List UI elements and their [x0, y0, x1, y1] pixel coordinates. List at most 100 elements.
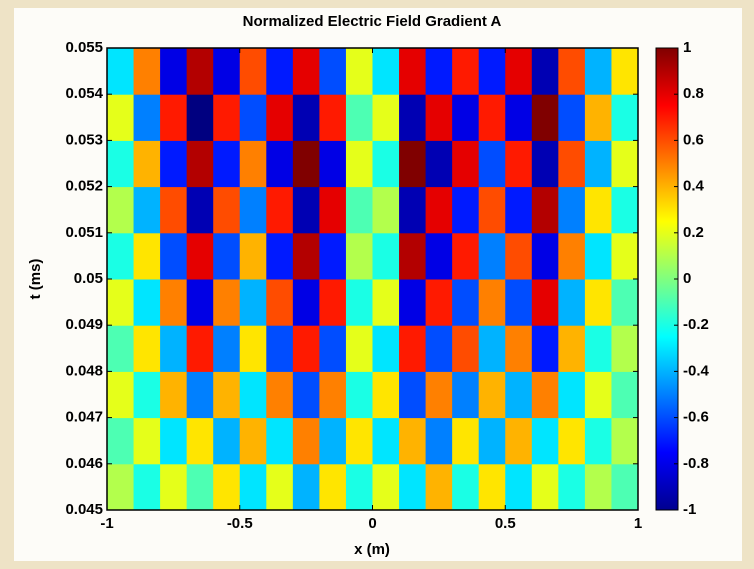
heatmap-cell: [133, 417, 161, 465]
y-tick-label: 0.046: [65, 455, 103, 472]
heatmap-cell: [292, 371, 320, 419]
heatmap-cell: [584, 186, 612, 234]
heatmap-cell: [399, 463, 427, 511]
heatmap-cell: [452, 140, 480, 188]
heatmap-cell: [531, 140, 559, 188]
heatmap-cell: [239, 48, 267, 95]
heatmap-cell: [584, 463, 612, 511]
heatmap-cell: [425, 140, 453, 188]
heatmap-cell: [478, 279, 506, 326]
heatmap-cell: [292, 186, 320, 234]
heatmap-cell: [319, 417, 347, 465]
heatmap-cell: [292, 94, 320, 141]
heatmap-cell: [399, 417, 427, 465]
heatmap-cell: [213, 186, 241, 234]
heatmap-cell: [266, 371, 294, 419]
heatmap-cell: [505, 232, 533, 280]
heatmap-cell: [107, 186, 135, 234]
heatmap-cell: [239, 463, 267, 511]
heatmap-cell: [399, 186, 427, 234]
heatmap-cell: [372, 325, 400, 372]
heatmap-cell: [425, 371, 453, 419]
heatmap-cell: [399, 371, 427, 419]
heatmap-cell: [478, 140, 506, 188]
heatmap-cell: [292, 463, 320, 511]
colorbar-tick-label: 0.4: [683, 178, 705, 195]
heatmap-cell: [558, 94, 586, 141]
heatmap-cell: [160, 94, 188, 141]
heatmap-cell: [372, 140, 400, 188]
heatmap-cell: [372, 463, 400, 511]
heatmap-cell: [399, 48, 427, 95]
heatmap-cell: [133, 94, 161, 141]
heatmap-cell: [505, 463, 533, 511]
heatmap-cell: [505, 140, 533, 188]
colorbar-tick-label: 0: [683, 270, 691, 287]
heatmap-cell: [266, 232, 294, 280]
heatmap-cell: [505, 371, 533, 419]
heatmap-cell: [133, 463, 161, 511]
heatmap-cell: [425, 279, 453, 326]
heatmap-cell: [266, 186, 294, 234]
heatmap-cell: [425, 232, 453, 280]
heatmap-cell: [239, 371, 267, 419]
colorbar-tick-label: -1: [683, 501, 696, 518]
heatmap-cell: [345, 279, 373, 326]
heatmap-cell: [345, 417, 373, 465]
heatmap-cell: [372, 232, 400, 280]
heatmap-cell: [505, 94, 533, 141]
heatmap-cell: [319, 371, 347, 419]
chart-title: Normalized Electric Field Gradient A: [243, 13, 502, 30]
heatmap-cell: [266, 140, 294, 188]
x-tick-label: -1: [100, 515, 113, 532]
heatmap-cell: [372, 417, 400, 465]
heatmap-cell: [345, 186, 373, 234]
heatmap-cell: [558, 279, 586, 326]
heatmap-cell: [399, 140, 427, 188]
heatmap-cell: [292, 140, 320, 188]
heatmap-cell: [611, 279, 639, 326]
heatmap-cell: [478, 186, 506, 234]
heatmap-cell: [611, 186, 639, 234]
heatmap-cell: [584, 325, 612, 372]
heatmap-cell: [452, 371, 480, 419]
heatmap-cell: [160, 371, 188, 419]
heatmap-cell: [478, 325, 506, 372]
heatmap-cell: [133, 186, 161, 234]
heatmap-cell: [319, 232, 347, 280]
heatmap-cell: [319, 186, 347, 234]
heatmap-cell: [531, 279, 559, 326]
heatmap-cell: [372, 94, 400, 141]
heatmap-cell: [266, 279, 294, 326]
heatmap-cell: [107, 279, 135, 326]
heatmap-cell: [213, 371, 241, 419]
heatmap-cell: [425, 417, 453, 465]
y-tick-label: 0.052: [65, 178, 103, 195]
y-tick-label: 0.049: [65, 316, 103, 333]
heatmap-cell: [505, 417, 533, 465]
heatmap-cell: [186, 463, 214, 511]
y-tick-label: 0.047: [65, 409, 103, 426]
heatmap-cell: [239, 186, 267, 234]
heatmap-cell: [425, 48, 453, 95]
heatmap-cell: [531, 186, 559, 234]
heatmap-cell: [160, 325, 188, 372]
heatmap-cell: [505, 325, 533, 372]
heatmap-cell: [611, 463, 639, 511]
heatmap-cell: [558, 417, 586, 465]
heatmap-cell: [133, 232, 161, 280]
colorbar-tick-label: 0.6: [683, 131, 704, 148]
heatmap-cell: [345, 232, 373, 280]
heatmap-cell: [452, 279, 480, 326]
heatmap-cell: [292, 232, 320, 280]
heatmap-cell: [452, 48, 480, 95]
colorbar-tick-label: -0.8: [683, 455, 709, 472]
heatmap-cell: [611, 140, 639, 188]
heatmap-cell: [160, 186, 188, 234]
heatmap-cell: [531, 463, 559, 511]
y-tick-label: 0.053: [65, 131, 103, 148]
heatmap-cell: [452, 186, 480, 234]
heatmap-cell: [558, 232, 586, 280]
